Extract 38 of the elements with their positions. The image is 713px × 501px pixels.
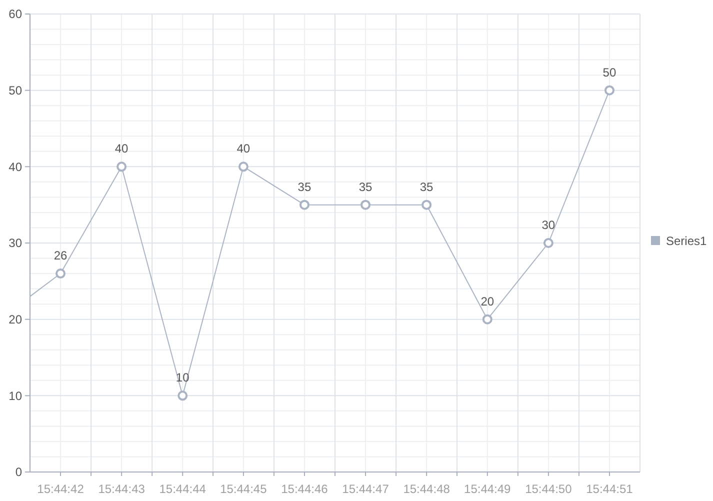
x-tick-label: 15:44:46 — [281, 482, 328, 496]
data-label: 40 — [114, 142, 129, 156]
data-label: 10 — [176, 370, 190, 385]
x-tick-label: 15:44:45 — [220, 482, 268, 496]
data-label: 35 — [358, 180, 373, 194]
data-label: 20 — [480, 294, 494, 308]
x-tick-label: 15:44:48 — [403, 482, 450, 496]
point — [299, 200, 310, 210]
point — [482, 314, 492, 324]
data-label: 50 — [602, 65, 616, 80]
x-tick-label: 15:44:44 — [159, 482, 206, 496]
x-tick-label: 15:44:50 — [525, 482, 572, 496]
data-label: 26 — [54, 248, 68, 263]
point — [238, 162, 248, 172]
y-tick-label: 60 — [8, 7, 22, 22]
x-tick-label: 15:44:47 — [342, 482, 390, 496]
x-tick-label: 15:44:43 — [98, 482, 146, 496]
point — [543, 238, 554, 248]
x-tick-label: 15:44:42 — [37, 482, 84, 496]
legend-label: Series1 — [666, 234, 708, 248]
point — [178, 390, 188, 401]
y-tick-label: 20 — [8, 312, 22, 327]
x-tick-label: 15:44:51 — [586, 482, 634, 496]
point — [360, 200, 371, 210]
y-tick-label: 50 — [8, 84, 22, 98]
y-tick-label: 40 — [8, 160, 22, 174]
y-tick-label: 0 — [15, 465, 22, 480]
data-label: 35 — [298, 180, 312, 194]
data-label: 40 — [236, 142, 250, 156]
data-label: 35 — [420, 180, 434, 194]
x-tick-label: 15:44:49 — [464, 482, 512, 496]
point — [56, 268, 66, 279]
y-tick-label: 10 — [8, 388, 22, 403]
point — [116, 162, 127, 172]
point — [422, 200, 432, 210]
point — [604, 85, 614, 96]
data-label: 30 — [542, 218, 556, 232]
y-tick-label: 30 — [8, 236, 22, 250]
